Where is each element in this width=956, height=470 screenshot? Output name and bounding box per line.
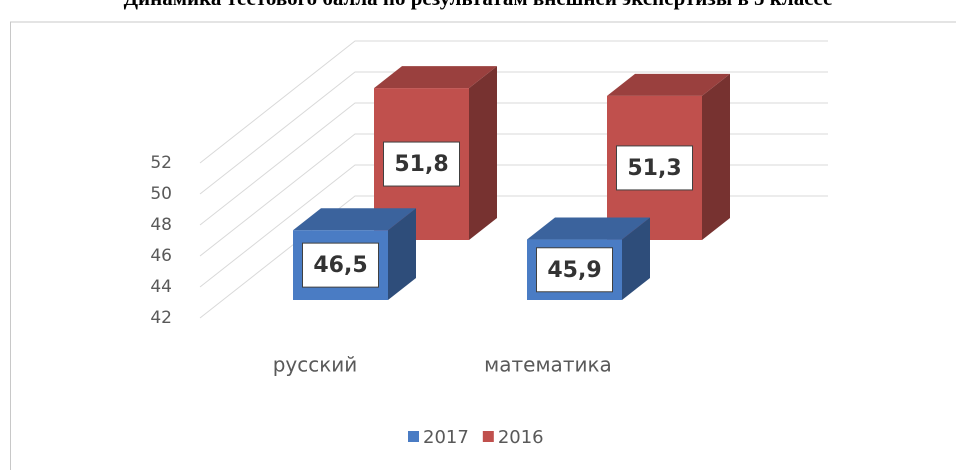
legend-swatch — [408, 431, 419, 442]
chart-title: Динамика тестового балла по результатам … — [124, 0, 833, 10]
bar-top — [374, 66, 497, 89]
value-label: 51,3 — [627, 156, 681, 181]
bar-top — [607, 73, 730, 96]
grid-line — [199, 102, 828, 226]
value-label-box — [536, 247, 613, 293]
chart-border — [10, 21, 956, 470]
y-tick-label: 42 — [150, 308, 172, 328]
grid-line — [199, 40, 828, 164]
bar-top — [293, 208, 416, 231]
y-tick-label: 46 — [150, 246, 172, 266]
y-tick-label: 48 — [150, 215, 172, 235]
x-tick-label: русский — [273, 353, 358, 377]
legend-swatch — [482, 431, 494, 442]
value-label: 46,5 — [313, 253, 367, 278]
y-tick-label: 50 — [150, 184, 172, 204]
bar-top — [527, 217, 650, 240]
x-tick-label: математика — [484, 353, 612, 377]
bar-side — [702, 73, 730, 240]
bar-side — [622, 217, 650, 300]
y-tick-label: 52 — [150, 153, 172, 173]
value-label-box — [383, 141, 460, 187]
grid-line — [199, 71, 828, 195]
value-label: 45,9 — [547, 258, 601, 283]
bar-side — [469, 66, 497, 240]
legend-label: 2016 — [498, 427, 544, 448]
value-label: 51,8 — [394, 152, 448, 177]
value-label-box — [616, 145, 693, 191]
legend-label: 2017 — [423, 427, 469, 448]
value-label-box — [302, 242, 379, 288]
y-tick-label: 44 — [150, 277, 172, 297]
bar-side — [388, 208, 416, 300]
